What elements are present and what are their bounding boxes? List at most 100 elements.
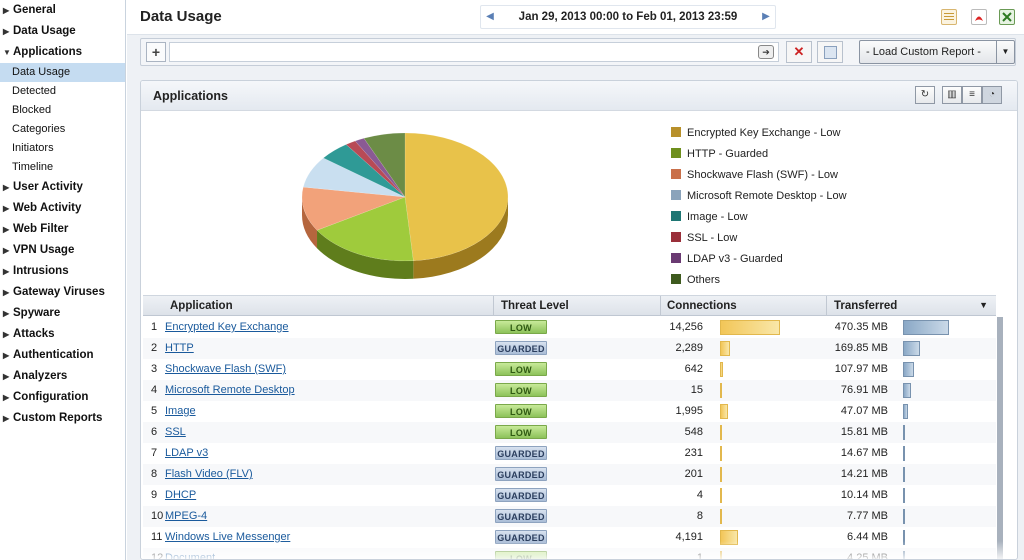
application-link[interactable]: Document (165, 552, 216, 560)
pie-slice-encrypted-key-exchange[interactable] (404, 132, 509, 262)
column-transferred[interactable]: Transferred (834, 300, 898, 312)
application-link[interactable]: MPEG-4 (165, 510, 208, 522)
collapsed-arrow-icon[interactable]: ▶ (3, 372, 10, 381)
legend-item[interactable]: Shockwave Flash (SWF) - Low (671, 168, 847, 189)
chevron-down-icon[interactable]: ▼ (996, 41, 1014, 63)
table-row[interactable]: 4 Microsoft Remote Desktop LOW 15 76.91 MB (143, 380, 996, 401)
legend-item[interactable]: Microsoft Remote Desktop - Low (671, 189, 847, 210)
legend-item[interactable]: Encrypted Key Exchange - Low (671, 126, 847, 147)
sidebar-group[interactable]: ▶ Spyware (0, 303, 125, 324)
table-row[interactable]: 2 HTTP GUARDED 2,289 169.85 MB (143, 338, 996, 359)
sidebar-subitem[interactable]: Blocked (0, 101, 125, 120)
application-link[interactable]: Image (165, 405, 196, 417)
application-link[interactable]: DHCP (165, 489, 197, 501)
table-row[interactable]: 11 Windows Live Messenger GUARDED 4,191 6.44… (143, 527, 996, 548)
collapsed-arrow-icon[interactable]: ▶ (3, 414, 10, 423)
sidebar-subitem[interactable]: Timeline (0, 158, 125, 177)
sidebar-group[interactable]: ▶ User Activity (0, 177, 125, 198)
application-link[interactable]: Microsoft Remote Desktop (165, 384, 295, 396)
application-link[interactable]: LDAP v3 (165, 447, 209, 459)
column-threat-level[interactable]: Threat Level (501, 300, 569, 312)
collapsed-arrow-icon[interactable]: ▶ (3, 183, 10, 192)
pdf-icon[interactable] (971, 9, 987, 25)
table-row[interactable]: 5 Image LOW 1,995 47.07 MB (143, 401, 996, 422)
clear-filter-button[interactable]: ✕ (786, 41, 812, 63)
chevron-right-icon[interactable]: ▶ (762, 11, 770, 22)
sidebar-group[interactable]: ▶ General (0, 0, 125, 21)
sidebar-group[interactable]: ▶ Web Activity (0, 198, 125, 219)
collapsed-arrow-icon[interactable]: ▶ (3, 330, 10, 339)
collapsed-arrow-icon[interactable]: ▶ (3, 309, 10, 318)
chevron-left-icon[interactable]: ◀ (486, 11, 494, 22)
pie-slice-microsoft-remote-desktop[interactable] (302, 157, 406, 198)
sidebar-subitem[interactable]: Detected (0, 82, 125, 101)
refresh-icon[interactable]: ↻ (915, 86, 935, 104)
sidebar-group[interactable]: ▶ Intrusions (0, 261, 125, 282)
save-filter-button[interactable] (817, 41, 843, 63)
list-view-icon[interactable]: ≡ (962, 86, 982, 104)
legend-item[interactable]: SSL - Low (671, 231, 847, 252)
add-filter-button[interactable]: + (146, 42, 166, 62)
table-row[interactable]: 1 Encrypted Key Exchange LOW 14,256 470.35 M… (143, 317, 996, 338)
table-row[interactable]: 12 Document LOW 1 4.25 MB (143, 548, 996, 560)
collapsed-arrow-icon[interactable]: ▶ (3, 288, 10, 297)
scrollbar-thumb[interactable] (997, 317, 1003, 559)
collapsed-arrow-icon[interactable]: ▶ (3, 27, 10, 36)
pie-slice-shockwave-flash-swf[interactable] (301, 186, 406, 231)
bar-chart-view-icon[interactable]: ▥ (942, 86, 962, 104)
collapsed-arrow-icon[interactable]: ▶ (3, 267, 10, 276)
column-connections[interactable]: Connections (667, 300, 737, 312)
collapsed-arrow-icon[interactable]: ▶ (3, 204, 10, 213)
table-row[interactable]: 6 SSL LOW 548 15.81 MB (143, 422, 996, 443)
collapsed-arrow-icon[interactable]: ▶ (3, 393, 10, 402)
table-row[interactable]: 8 Flash Video (FLV) GUARDED 201 14.21 MB (143, 464, 996, 485)
excel-icon[interactable] (999, 9, 1015, 25)
table-row[interactable]: 3 Shockwave Flash (SWF) LOW 642 107.97 MB (143, 359, 996, 380)
sidebar-group[interactable]: ▶ Gateway Viruses (0, 282, 125, 303)
pie-chart-view-icon[interactable]: ◔ (982, 86, 1002, 104)
application-link[interactable]: Shockwave Flash (SWF) (165, 363, 287, 375)
application-link[interactable]: SSL (165, 426, 186, 438)
sidebar-group[interactable]: ▶ Authentication (0, 345, 125, 366)
table-row[interactable]: 7 LDAP v3 GUARDED 231 14.67 MB (143, 443, 996, 464)
date-range-selector[interactable]: ◀ Jan 29, 2013 00:00 to Feb 01, 2013 23:… (480, 5, 776, 29)
pie-slice-http[interactable] (316, 196, 414, 262)
collapsed-arrow-icon[interactable]: ▶ (3, 351, 10, 360)
apply-filter-icon[interactable]: ➔ (758, 45, 774, 59)
expanded-arrow-icon[interactable]: ▼ (3, 48, 11, 57)
collapsed-arrow-icon[interactable]: ▶ (3, 6, 10, 15)
load-custom-report-select[interactable]: - Load Custom Report - ▼ (859, 40, 1015, 64)
pie-slice-image[interactable] (322, 144, 406, 198)
application-link[interactable]: Flash Video (FLV) (165, 468, 253, 480)
pie-slice-ldap-v3[interactable] (354, 138, 406, 198)
pie-slice-ssl[interactable] (345, 140, 406, 198)
collapsed-arrow-icon[interactable]: ▶ (3, 225, 10, 234)
sidebar-group[interactable]: ▶ Attacks (0, 324, 125, 345)
sidebar-group[interactable]: ▶ Web Filter (0, 219, 125, 240)
notes-icon[interactable] (941, 9, 957, 25)
pie-slice-others[interactable] (363, 132, 406, 198)
sidebar-group[interactable]: ▶ Configuration (0, 387, 125, 408)
sidebar-group[interactable]: ▶ Data Usage (0, 21, 125, 42)
application-link[interactable]: Encrypted Key Exchange (165, 321, 289, 333)
collapsed-arrow-icon[interactable]: ▶ (3, 246, 10, 255)
table-row[interactable]: 9 DHCP GUARDED 4 10.14 MB (143, 485, 996, 506)
legend-item[interactable]: LDAP v3 - Guarded (671, 252, 847, 273)
legend-item[interactable]: Image - Low (671, 210, 847, 231)
legend-item[interactable]: HTTP - Guarded (671, 147, 847, 168)
legend-item[interactable]: Others (671, 273, 847, 294)
sidebar-group[interactable]: ▶ Custom Reports (0, 408, 125, 429)
table-scrollbar[interactable] (997, 317, 1003, 559)
sort-desc-icon[interactable]: ▼ (979, 300, 988, 310)
sidebar-subitem[interactable]: Categories (0, 120, 125, 139)
application-link[interactable]: HTTP (165, 342, 194, 354)
column-application[interactable]: Application (170, 300, 233, 312)
sidebar-subitem[interactable]: Data Usage (0, 63, 125, 82)
application-link[interactable]: Windows Live Messenger (165, 531, 291, 543)
sidebar-group[interactable]: ▶ Analyzers (0, 366, 125, 387)
sidebar-group[interactable]: ▶ VPN Usage (0, 240, 125, 261)
sidebar-group[interactable]: ▼ Applications (0, 42, 125, 63)
filter-input[interactable] (169, 42, 779, 62)
table-row[interactable]: 10 MPEG-4 GUARDED 8 7.77 MB (143, 506, 996, 527)
sidebar-subitem[interactable]: Initiators (0, 139, 125, 158)
